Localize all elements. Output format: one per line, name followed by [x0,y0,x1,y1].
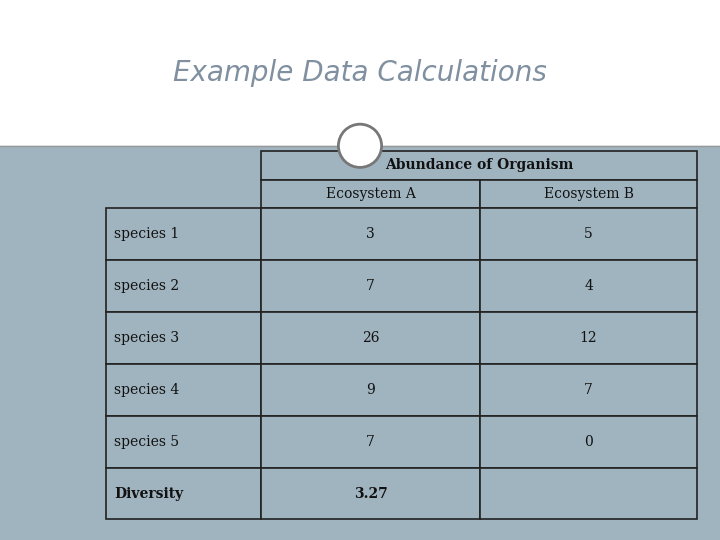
Text: species 1: species 1 [114,227,180,241]
Text: 3: 3 [366,227,375,241]
Text: 7: 7 [366,279,375,293]
Text: Ecosystem A: Ecosystem A [325,187,415,201]
Text: Diversity: Diversity [114,487,184,501]
Text: species 3: species 3 [114,330,179,345]
Text: 4: 4 [584,279,593,293]
Text: Example Data Calculations: Example Data Calculations [173,59,547,87]
Text: 26: 26 [361,330,379,345]
Text: 9: 9 [366,383,375,397]
Text: 3.27: 3.27 [354,487,387,501]
Text: 5: 5 [584,227,593,241]
Text: 7: 7 [584,383,593,397]
Text: 0: 0 [584,435,593,449]
Text: 7: 7 [366,435,375,449]
Text: species 4: species 4 [114,383,180,397]
Text: species 5: species 5 [114,435,179,449]
Text: species 2: species 2 [114,279,179,293]
Text: Ecosystem B: Ecosystem B [544,187,634,201]
Text: Abundance of Organism: Abundance of Organism [384,158,573,172]
Text: 12: 12 [580,330,598,345]
